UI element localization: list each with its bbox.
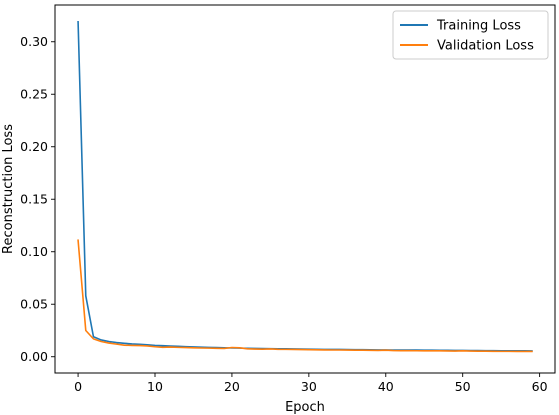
y-tick-label: 0.10 — [20, 244, 48, 259]
x-tick-label: 10 — [147, 379, 163, 394]
series-line-training — [77, 20, 533, 352]
x-axis-label: Epoch — [285, 400, 325, 415]
y-axis-label: Reconstruction Loss — [1, 124, 16, 254]
legend: Training Loss Validation Loss — [392, 10, 549, 60]
legend-label-validation: Validation Loss — [437, 39, 534, 54]
plot-area — [77, 20, 533, 353]
y-tick-label: 0.00 — [20, 349, 48, 364]
y-tick-label: 0.25 — [20, 87, 48, 102]
series-line-validation — [77, 239, 533, 353]
x-tick-label: 40 — [378, 379, 394, 394]
x-axis: 0 10 20 30 40 50 60 — [74, 373, 548, 394]
y-tick-label: 0.30 — [20, 34, 48, 49]
legend-box — [392, 10, 549, 60]
plot-frame — [54, 4, 556, 374]
y-axis: 0.00 0.05 0.10 0.15 0.20 0.25 0.30 — [20, 34, 55, 364]
x-tick-label: 60 — [532, 379, 548, 394]
y-tick-label: 0.20 — [20, 139, 48, 154]
x-tick-label: 50 — [455, 379, 471, 394]
y-tick-label: 0.15 — [20, 192, 48, 207]
x-tick-label: 0 — [74, 379, 82, 394]
legend-label-training: Training Loss — [436, 19, 521, 34]
y-tick-label: 0.05 — [20, 297, 48, 312]
x-tick-label: 20 — [224, 379, 240, 394]
x-tick-label: 30 — [301, 379, 317, 394]
